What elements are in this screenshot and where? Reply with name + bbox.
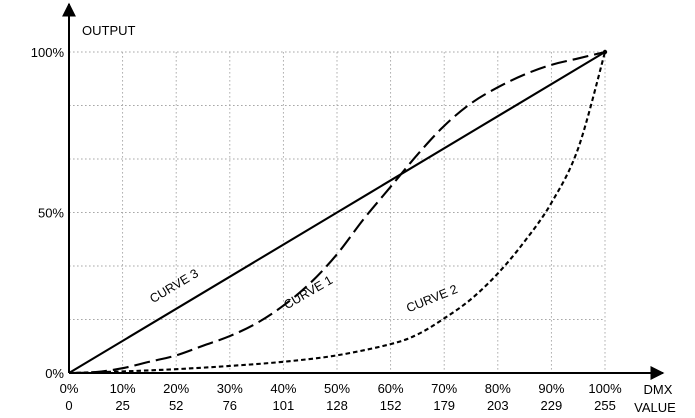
x-tick-label-dmx: 25 [115, 398, 129, 413]
y-axis-title: OUTPUT [82, 23, 136, 38]
curve-label: CURVE 3 [147, 266, 201, 306]
x-tick-label-percent: 60% [378, 381, 404, 396]
curve-label: CURVE 2 [404, 282, 459, 315]
x-tick-label-percent: 70% [431, 381, 457, 396]
curve-3-line [68, 51, 606, 374]
x-axis-title-line2: VALUE [634, 400, 676, 415]
x-tick-label-dmx: 101 [273, 398, 295, 413]
y-tick-label: 0% [45, 366, 64, 381]
x-tick-label-percent: 20% [163, 381, 189, 396]
series-group [68, 49, 608, 375]
curve-1-line [68, 50, 606, 375]
x-tick-label-dmx: 52 [169, 398, 183, 413]
curve-endpoint-dot [602, 49, 608, 55]
x-tick-label-dmx: 229 [541, 398, 563, 413]
x-tick-label-percent: 40% [270, 381, 296, 396]
curve-label: CURVE 1 [281, 273, 335, 312]
curve-labels: CURVE 1 CURVE 2 CURVE 3 [147, 266, 459, 315]
x-tick-label-dmx: 203 [487, 398, 509, 413]
x-tick-label-percent: 0% [60, 381, 79, 396]
x-tick-label-percent: 80% [485, 381, 511, 396]
x-tick-label-dmx: 152 [380, 398, 402, 413]
x-tick-label-percent: 90% [538, 381, 564, 396]
x-tick-label-percent: 30% [217, 381, 243, 396]
x-tick-label-percent: 100% [588, 381, 622, 396]
curve-2-line [68, 51, 607, 375]
x-tick-label-percent: 10% [110, 381, 136, 396]
y-tick-label: 100% [31, 45, 65, 60]
y-tick-labels: 0% 50% 100% [31, 45, 65, 381]
y-tick-label: 50% [38, 206, 64, 221]
x-tick-label-dmx: 128 [326, 398, 348, 413]
x-tick-label-percent: 50% [324, 381, 350, 396]
x-tick-label-dmx: 255 [594, 398, 616, 413]
x-tick-labels: 0% 0 10% 25 20% 52 30% 76 40% 101 50% 128 60% 152 70% 1… [60, 381, 622, 413]
x-tick-label-dmx: 179 [433, 398, 455, 413]
x-tick-label-dmx: 76 [223, 398, 237, 413]
x-axis-title-line1: DMX [644, 382, 673, 397]
x-tick-label-dmx: 0 [65, 398, 72, 413]
